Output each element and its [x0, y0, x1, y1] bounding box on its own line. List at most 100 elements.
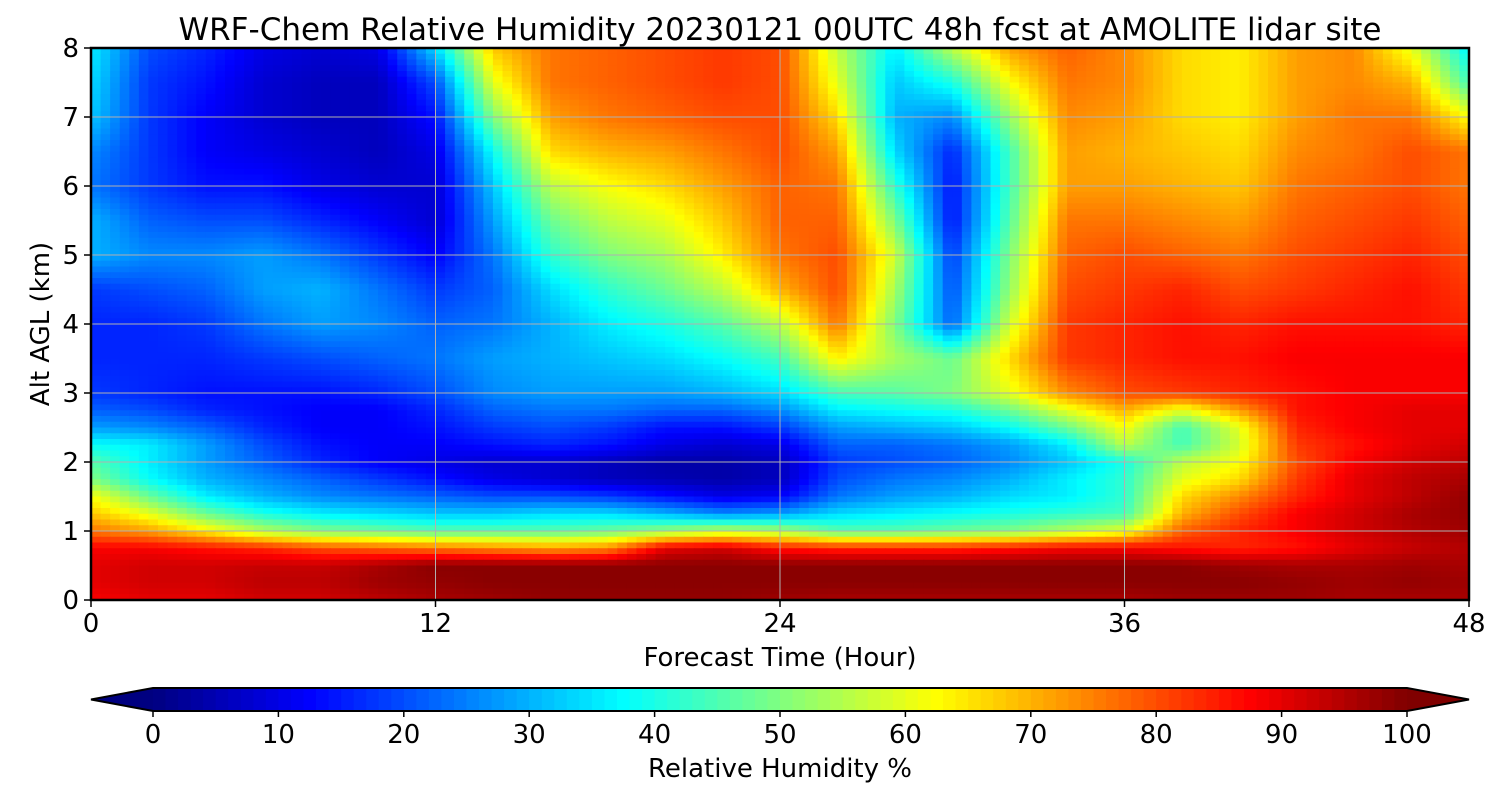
rh-cell	[894, 151, 905, 158]
rh-cell	[569, 76, 580, 84]
rh-cell	[952, 122, 963, 130]
rh-cell	[425, 157, 437, 164]
rh-cell	[445, 134, 456, 141]
rh-cell	[186, 117, 197, 124]
rh-cell	[741, 157, 752, 164]
rh-cell	[272, 82, 283, 89]
rh-cell	[799, 140, 810, 147]
rh-cell	[291, 151, 303, 158]
rh-cell	[253, 237, 264, 245]
rh-cell	[1239, 82, 1250, 89]
rh-cell	[224, 232, 236, 239]
rh-cell	[521, 111, 532, 118]
rh-cell	[588, 151, 599, 158]
rh-cell	[894, 220, 905, 227]
rh-cell	[1172, 111, 1183, 118]
rh-cell	[435, 94, 446, 101]
rh-cell	[550, 59, 561, 66]
rh-cell	[808, 157, 819, 164]
rh-cell	[1335, 191, 1346, 199]
rh-cell	[1009, 145, 1020, 153]
rh-cell	[435, 105, 446, 112]
rh-cell	[445, 59, 456, 66]
rh-cell	[1402, 203, 1413, 210]
rh-cell	[110, 186, 121, 193]
rh-cell	[837, 197, 848, 204]
rh-cell	[186, 140, 197, 147]
rh-cell	[617, 111, 628, 118]
rh-cell	[100, 243, 111, 250]
rh-cell	[1009, 105, 1020, 112]
rh-cell	[1229, 82, 1240, 89]
rh-cell	[1402, 151, 1413, 158]
rh-cell	[1373, 117, 1384, 124]
rh-cell	[722, 232, 733, 239]
rh-cell	[167, 76, 178, 84]
rh-cell	[942, 168, 953, 176]
rh-cell	[1124, 111, 1135, 118]
rh-cell	[1047, 76, 1059, 84]
rh-cell	[1201, 111, 1212, 118]
rh-cell	[703, 220, 714, 227]
rh-cell	[387, 203, 398, 210]
rh-cell	[253, 197, 264, 204]
rh-cell	[330, 197, 341, 204]
rh-cell	[1335, 180, 1346, 187]
rh-cell	[320, 151, 331, 158]
rh-cell	[598, 53, 609, 61]
rh-cell	[732, 237, 743, 245]
rh-cell	[406, 122, 417, 130]
rh-cell	[1047, 226, 1059, 233]
rh-cell	[732, 117, 743, 124]
rh-cell	[1191, 76, 1202, 84]
rh-cell	[119, 163, 130, 170]
rh-cell	[875, 243, 886, 250]
rh-cell	[846, 220, 858, 227]
rh-cell	[760, 99, 772, 107]
rh-cell	[138, 122, 150, 130]
rh-cell	[1421, 71, 1432, 78]
rh-cell	[942, 180, 953, 187]
rh-cell	[1210, 99, 1221, 107]
rh-cell	[579, 174, 590, 181]
rh-cell	[1363, 151, 1374, 158]
rh-cell	[1335, 88, 1346, 95]
rh-cell	[1009, 122, 1020, 130]
rh-cell	[1287, 105, 1298, 112]
rh-cell	[1421, 53, 1432, 61]
rh-cell	[655, 117, 666, 124]
rh-cell	[91, 186, 102, 193]
rh-cell	[646, 48, 657, 55]
rh-cell	[856, 122, 867, 130]
rh-cell	[933, 65, 944, 72]
rh-cell	[521, 186, 532, 193]
rh-cell	[713, 203, 724, 210]
rh-cell	[492, 220, 504, 227]
rh-cell	[846, 76, 858, 84]
rh-cell	[693, 88, 705, 95]
rh-cell	[1421, 145, 1432, 153]
rh-cell	[598, 197, 609, 204]
rh-cell	[406, 71, 417, 78]
rh-cell	[1344, 145, 1355, 153]
rh-cell	[1440, 128, 1451, 135]
rh-cell	[1287, 232, 1298, 239]
rh-cell	[464, 71, 475, 78]
rh-cell	[378, 237, 389, 245]
rh-cell	[387, 105, 398, 112]
rh-cell	[1449, 151, 1461, 158]
rh-cell	[1095, 220, 1106, 227]
rh-cell	[473, 53, 484, 61]
rh-cell	[492, 209, 504, 216]
rh-cell	[330, 122, 341, 130]
rh-cell	[904, 53, 915, 61]
rh-cell	[1220, 99, 1231, 107]
rh-cell	[1076, 157, 1087, 164]
rh-cell	[387, 122, 398, 130]
rh-cell	[1449, 226, 1461, 233]
rh-cell	[1124, 76, 1135, 84]
rh-cell	[1229, 128, 1240, 135]
rh-cell	[1201, 186, 1212, 193]
rh-cell	[129, 237, 140, 245]
rh-cell	[1105, 220, 1116, 227]
